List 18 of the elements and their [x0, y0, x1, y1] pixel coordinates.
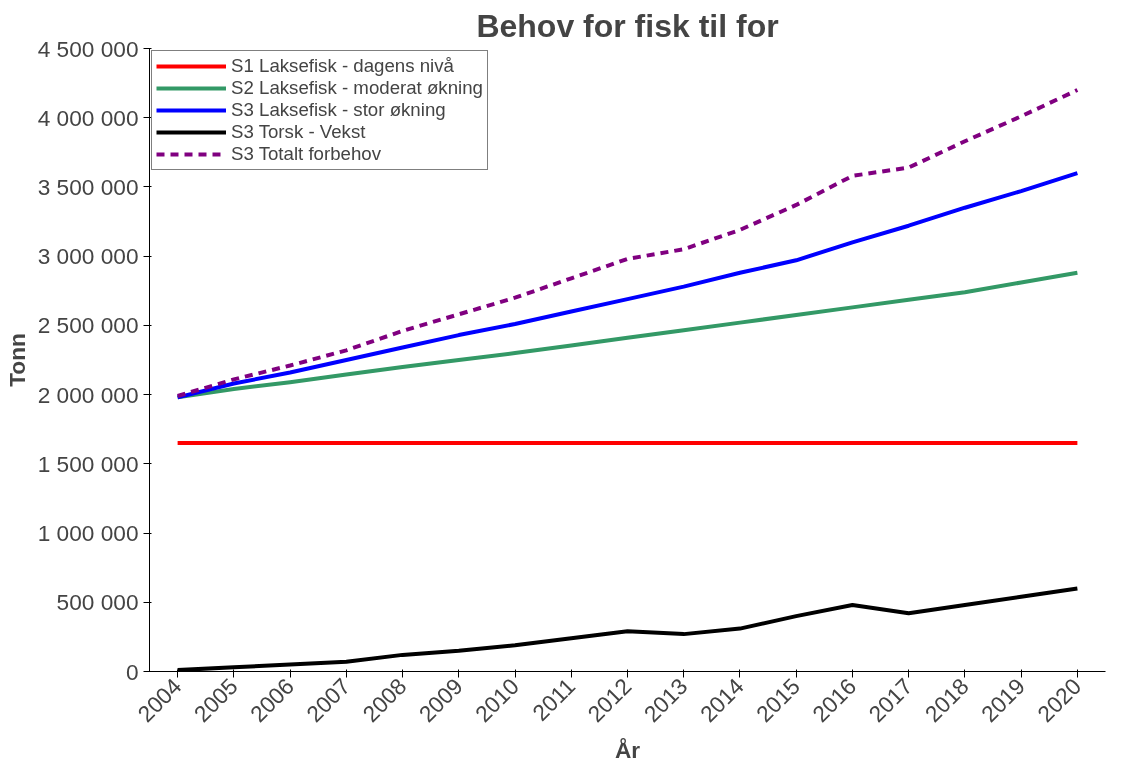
y-tick-label: 4 500 000: [37, 35, 139, 62]
y-tick-label: 2 500 000: [37, 312, 139, 339]
y-tick-label: 2 000 000: [37, 381, 139, 408]
y-axis-title: Tonn: [3, 333, 30, 387]
y-tick-label: 4 000 000: [37, 104, 139, 131]
y-tick-label: 1 000 000: [37, 520, 139, 547]
legend-label: S2 Laksefisk - moderat økning: [231, 77, 483, 99]
legend-label: S3 Torsk - Vekst: [231, 121, 366, 143]
legend-label: S1 Laksefisk - dagens nivå: [231, 55, 454, 77]
legend-label: S3 Totalt forbehov: [231, 143, 382, 165]
chart-title: Behov for fisk til for: [476, 7, 779, 44]
y-tick-label: 3 000 000: [37, 243, 139, 270]
y-tick-label: 500 000: [56, 589, 139, 616]
x-axis-title: År: [614, 736, 641, 763]
legend-label: S3 Laksefisk - stor økning: [231, 99, 446, 121]
y-tick-label: 0: [125, 658, 139, 685]
y-tick-label: 3 500 000: [37, 173, 139, 200]
y-tick-label: 1 500 000: [37, 450, 139, 477]
